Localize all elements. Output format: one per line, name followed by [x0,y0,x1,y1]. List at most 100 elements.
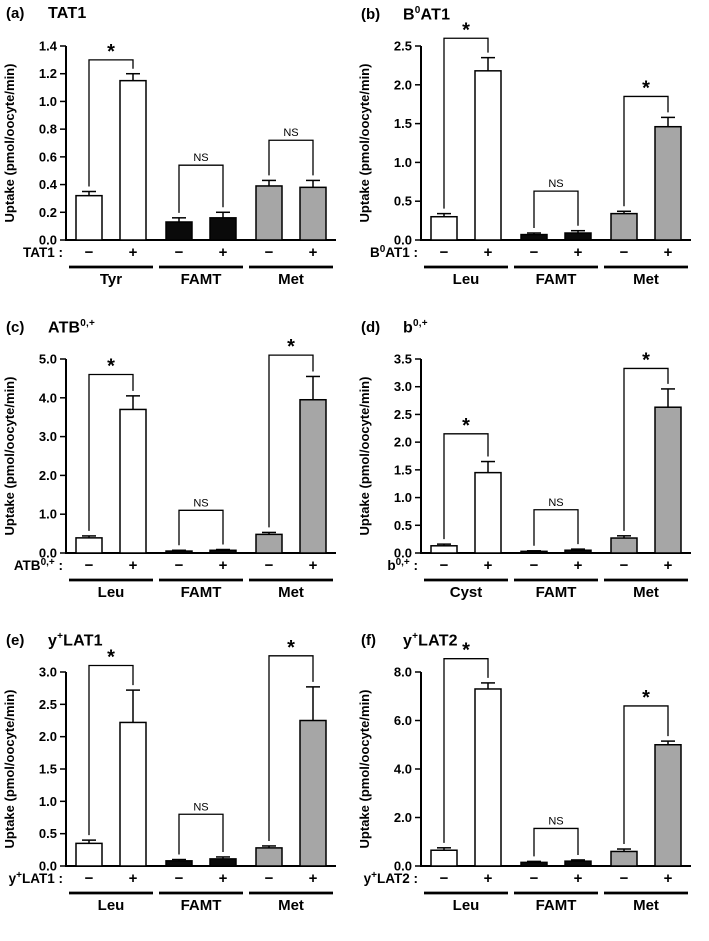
y-tick-label: 5.0 [39,352,57,367]
group-label: Met [633,584,659,601]
y-tick-label: 0.5 [394,518,412,533]
y-tick-label: 0.8 [39,122,57,137]
panel-d-header: (d) b0,+ [355,315,709,337]
bar [75,537,103,554]
bar-condition-label: − [620,557,629,574]
y-tick-label: 4.0 [394,762,412,777]
bar-condition-label: − [175,244,184,261]
bar-condition-label: − [530,870,539,887]
panel-title: B0AT1 [403,5,451,24]
y-tick-label: 2.0 [394,435,412,450]
bar [610,212,638,241]
bar [654,406,682,554]
transporter-row-label: TAT1 : [23,245,63,260]
y-tick-label: 0.0 [39,546,57,561]
bar [299,186,327,241]
bar [165,221,193,241]
chart-svg-c: 0.0 1.0 2.0 3.0 4.0 5.0 Uptake (pmol/oocyte/mi… [2,336,336,601]
group-label: Tyr [100,271,122,288]
y-tick-label: 0.0 [394,546,412,561]
y-tick-label: 3.0 [394,379,412,394]
bar [255,185,283,241]
sig-bracket [88,59,134,187]
sig-label: * [107,356,115,378]
sig-label: * [642,77,650,99]
bar-condition-label: − [265,557,274,574]
bar-condition-label: − [85,557,94,574]
group-label: FAMT [536,271,577,288]
y-tick-label: 1.5 [39,762,57,777]
panel-title: b0,+ [403,318,428,337]
bar [75,842,103,867]
sig-bracket [268,655,314,841]
bar [209,549,237,554]
bar-condition-label: + [484,870,493,887]
chart-svg-a: 0.0 0.2 0.4 0.6 0.8 1.0 1.2 1.4 Uptake (pmol/ooc… [2,39,336,288]
sig-label: * [642,687,650,709]
y-tick-label: 3.5 [394,352,412,367]
bar-condition-label: + [129,557,138,574]
y-tick-label: 1.0 [39,794,57,809]
bar [255,533,283,554]
y-tick-label: 2.0 [394,77,412,92]
bar-condition-label: + [484,244,493,261]
bar-condition-label: − [530,244,539,261]
panel-c-header: (c) ATB0,+ [0,315,355,337]
panel-e: (e) y+LAT1 0.0 0.5 1.0 1.5 2.0 2.5 3.0 Uptake (… [0,628,355,941]
y-tick-label: 1.5 [394,116,412,131]
bar-condition-label: + [309,870,318,887]
bar-condition-label: + [484,557,493,574]
bar-condition-label: + [129,244,138,261]
bar-condition-label: − [175,870,184,887]
group-label: Met [278,584,304,601]
sig-label: * [287,336,295,358]
bar [610,850,638,867]
sig-bracket [88,664,134,836]
bar [564,860,592,867]
panel-title: TAT1 [48,5,87,22]
group-label: Met [278,897,304,914]
sig-label: * [462,19,470,41]
bar [610,537,638,554]
sig-label: NS [548,497,563,509]
bar [520,233,548,241]
sig-bracket [533,509,579,546]
bar [119,79,147,241]
chart-svg-d: 0.0 0.5 1.0 1.5 2.0 2.5 3.0 3.5 Uptake (pmol/ooc… [357,349,691,601]
transporter-row-label: y+LAT2 : [364,870,418,886]
bar-condition-label: + [219,557,228,574]
group-label: FAMT [536,897,577,914]
group-label: FAMT [181,897,222,914]
bar [564,232,592,241]
bar [654,744,682,867]
y-tick-label: 2.0 [39,729,57,744]
bar [430,545,458,554]
bar [119,721,147,867]
bar [299,398,327,554]
y-tick-label: 6.0 [394,713,412,728]
y-tick-label: 1.0 [394,155,412,170]
sig-bracket [178,813,224,855]
y-axis-label: Uptake (pmol/oocyte/min) [2,64,17,223]
panel-f-header: (f) y+LAT2 [355,628,709,650]
bar [430,849,458,867]
bar-condition-label: + [219,244,228,261]
y-tick-label: 0.0 [39,859,57,874]
y-tick-label: 2.5 [39,697,57,712]
sig-label: * [462,415,470,437]
y-tick-label: 1.0 [394,490,412,505]
panel-title: y+LAT2 [403,631,458,650]
panel-title: ATB0,+ [48,318,96,337]
panel-letter: (e) [6,632,25,650]
group-label: Leu [98,584,125,601]
y-axis-label: Uptake (pmol/oocyte/min) [2,690,17,849]
sig-bracket [178,164,224,213]
sig-bracket [88,373,134,531]
y-tick-label: 2.0 [39,468,57,483]
y-tick-label: 0.5 [394,194,412,209]
y-tick-label: 2.0 [394,810,412,825]
sig-bracket [623,95,669,207]
group-label: Met [278,271,304,288]
bar-condition-label: − [440,870,449,887]
